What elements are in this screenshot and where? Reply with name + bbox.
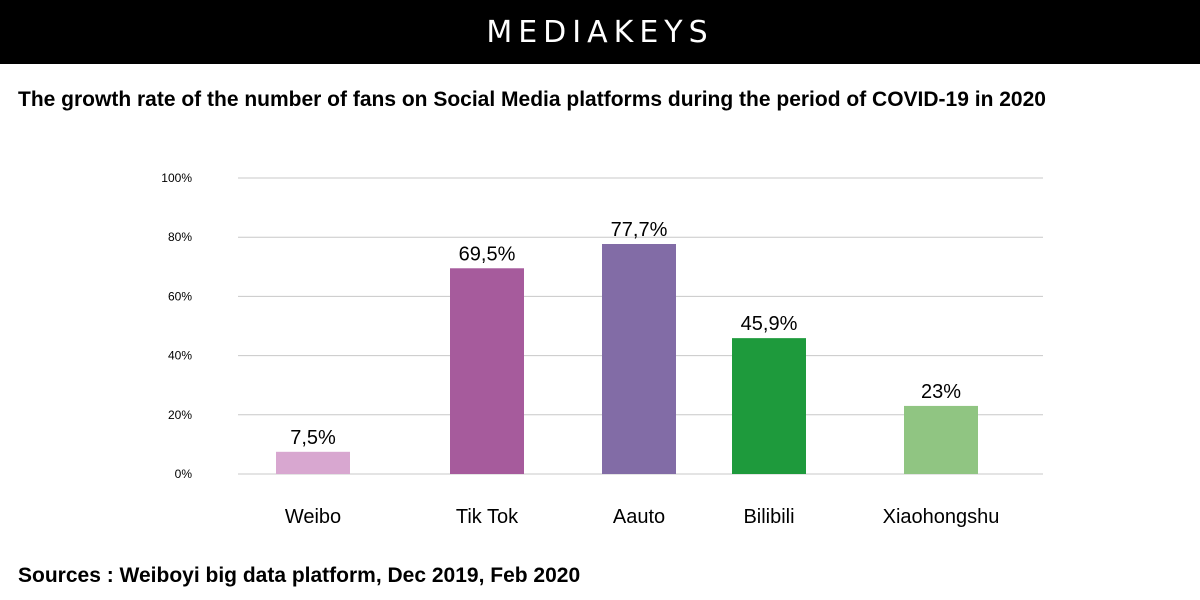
y-tick-label: 60% bbox=[168, 289, 192, 303]
category-label: Tik Tok bbox=[456, 506, 519, 528]
value-label: 45,9% bbox=[741, 313, 798, 335]
value-label: 69,5% bbox=[459, 243, 516, 265]
bar-bilibili bbox=[732, 338, 806, 474]
category-label: Bilibili bbox=[743, 506, 794, 528]
category-label: Weibo bbox=[285, 506, 341, 528]
brand-logo: MEDIAKEYS bbox=[486, 14, 714, 50]
value-label: 7,5% bbox=[290, 427, 336, 449]
bar-weibo bbox=[276, 451, 350, 474]
value-label: 77,7% bbox=[611, 219, 668, 241]
chart-title: The growth rate of the number of fans on… bbox=[18, 88, 1046, 111]
source-note: Sources : Weiboyi big data platform, Dec… bbox=[18, 564, 581, 587]
y-tick-label: 100% bbox=[161, 171, 192, 185]
y-tick-label: 40% bbox=[168, 349, 192, 363]
bar-aauto bbox=[602, 244, 676, 474]
bar-tik-tok bbox=[450, 268, 524, 474]
y-tick-label: 20% bbox=[168, 408, 192, 422]
category-label: Xiaohongshu bbox=[883, 506, 1000, 528]
value-label: 23% bbox=[921, 381, 961, 403]
y-tick-label: 80% bbox=[168, 230, 192, 244]
header-bar: MEDIAKEYS bbox=[0, 0, 1200, 64]
category-label: Aauto bbox=[613, 506, 665, 528]
y-tick-label: 0% bbox=[175, 467, 193, 481]
bar-xiaohongshu bbox=[904, 405, 978, 474]
